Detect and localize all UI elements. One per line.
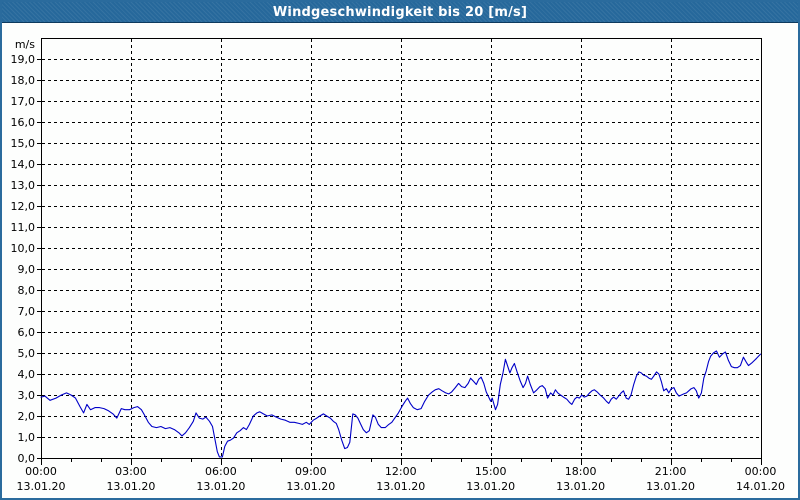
- x-tick-time-label: 21:00: [655, 465, 687, 478]
- y-axis-unit-label: m/s: [15, 38, 35, 51]
- y-tick-label: 3,0: [18, 389, 36, 402]
- window-title: Windgeschwindigkeit bis 20 [m/s]: [272, 4, 528, 20]
- x-tick-time-label: 00:00: [25, 465, 57, 478]
- y-tick-label: 14,0: [11, 158, 36, 171]
- chart-area: 0,0 1,0 2,0 3,0 4,0 5,0 6,0 7,0 8,0 9,0 10,0 11,0 12…: [2, 23, 798, 498]
- y-tick-label: 13,0: [11, 179, 36, 192]
- x-tick-time-label: 12:00: [385, 465, 417, 478]
- x-tick-date-label: 13.01.20: [466, 480, 515, 493]
- y-tick-label: 8,0: [18, 284, 36, 297]
- y-tick-label: 4,0: [18, 368, 36, 381]
- x-tick-date-label: 13.01.20: [646, 480, 695, 493]
- x-tick-date-label: 13.01.20: [106, 480, 155, 493]
- y-tick-label: 15,0: [11, 137, 36, 150]
- x-tick-time-label: 00:00: [745, 465, 777, 478]
- y-tick-label: 0,0: [18, 452, 36, 465]
- x-tick-time-label: 09:00: [295, 465, 327, 478]
- x-tick-date-label: 13.01.20: [556, 480, 605, 493]
- y-tick-label: 17,0: [11, 95, 36, 108]
- window-title-bar: Windgeschwindigkeit bis 20 [m/s]: [2, 2, 798, 23]
- y-tick-label: 2,0: [18, 410, 36, 423]
- y-tick-label: 12,0: [11, 200, 36, 213]
- x-tick-time-label: 06:00: [205, 465, 237, 478]
- x-tick-time-label: 15:00: [475, 465, 507, 478]
- x-tick-date-label: 13.01.20: [196, 480, 245, 493]
- x-tick-date-label: 14.01.20: [736, 480, 785, 493]
- y-tick-label: 19,0: [11, 53, 36, 66]
- x-tick-time-label: 18:00: [565, 465, 597, 478]
- x-tick-date-label: 13.01.20: [17, 480, 66, 493]
- y-tick-label: 1,0: [18, 431, 36, 444]
- x-tick-time-label: 03:00: [115, 465, 147, 478]
- y-tick-label: 18,0: [11, 74, 36, 87]
- y-tick-label: 6,0: [18, 326, 36, 339]
- y-tick-label: 9,0: [18, 263, 36, 276]
- y-tick-label: 11,0: [11, 221, 36, 234]
- plot-border: [41, 38, 762, 459]
- y-tick-label: 7,0: [18, 305, 36, 318]
- y-tick-label: 5,0: [18, 347, 36, 360]
- wind-speed-chart: 0,0 1,0 2,0 3,0 4,0 5,0 6,0 7,0 8,0 9,0 10,0 11,0 12…: [11, 38, 785, 493]
- y-tick-label: 10,0: [11, 242, 36, 255]
- wind-speed-series-line: [40, 350, 762, 458]
- y-tick-label: 16,0: [11, 116, 36, 129]
- x-tick-date-label: 13.01.20: [376, 480, 425, 493]
- x-tick-date-label: 13.01.20: [286, 480, 335, 493]
